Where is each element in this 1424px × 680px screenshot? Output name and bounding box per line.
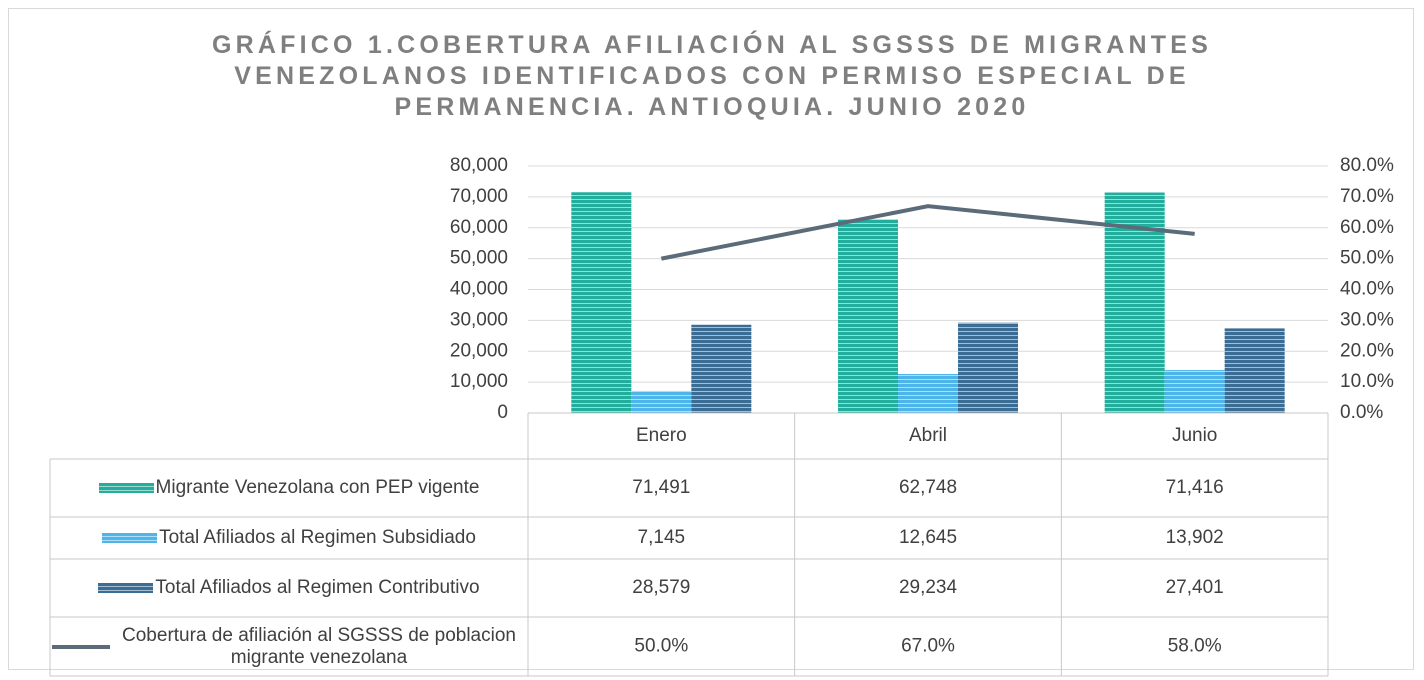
legend-label: Cobertura de afiliación al SGSSS de pobl… [122,624,516,668]
table-value: 71,416 [1166,477,1224,498]
y-tick-label: 70,000 [450,186,508,207]
legend-key [102,533,158,543]
legend-key [98,583,154,593]
legend-label: Total Afiliados al Regimen Contributivo [155,577,480,598]
y2-tick-label: 40.0% [1340,279,1394,300]
y2-tick-label: 70.0% [1340,186,1394,207]
bar [838,219,898,413]
x-tick-label: Junio [1172,425,1217,446]
line-series [660,204,1195,261]
bar [631,390,692,413]
legend-entry: Migrante Venezolana con PEP vigente [50,459,528,517]
legend-label: Migrante Venezolana con PEP vigente [155,477,480,498]
x-tick-label: Abril [909,425,947,446]
table-value: 28,579 [632,577,690,598]
table-value: 71,491 [632,477,690,498]
chart-title: GRÁFICO 1.COBERTURA AFILIACIÓN AL SGSSS … [212,31,1212,121]
y-tick-label: 80,000 [450,155,508,176]
y2-tick-label: 30.0% [1340,309,1394,330]
table-value: 67.0% [901,636,955,657]
table-value: 29,234 [899,577,958,598]
bar [898,373,958,413]
bar [1164,370,1225,413]
table-value: 7,145 [638,527,686,548]
y-tick-label: 50,000 [450,248,508,269]
bar [571,192,632,413]
legend-key [98,483,154,493]
legend-key [52,644,110,649]
y2-tick-label: 50.0% [1340,248,1394,269]
y-tick-label: 60,000 [450,217,508,238]
bar [958,322,1018,413]
table-value: 27,401 [1166,577,1224,598]
table-value: 13,902 [1166,527,1224,548]
chart-frame [8,8,1414,670]
legend-label: Total Afiliados al Regimen Subsidiado [159,527,476,548]
legend-entry: Total Afiliados al Regimen Contributivo [50,559,528,617]
y-tick-label: 30,000 [450,309,508,330]
y2-tick-label: 10.0% [1340,371,1394,392]
legend-entry: Cobertura de afiliación al SGSSS de pobl… [50,617,528,676]
y2-tick-label: 80.0% [1340,155,1394,176]
y2-tick-label: 60.0% [1340,217,1394,238]
legend-entry: Total Afiliados al Regimen Subsidiado [50,517,528,559]
bar [1224,328,1285,413]
table-value: 50.0% [634,636,688,657]
y2-tick-label: 0.0% [1340,402,1383,423]
x-tick-label: Enero [636,425,687,446]
y-tick-label: 10,000 [450,371,508,392]
table-value: 12,645 [899,527,957,548]
table-value: 58.0% [1168,636,1222,657]
y-tick-label: 40,000 [450,279,508,300]
y-tick-label: 0 [497,402,508,423]
table-value: 62,748 [899,477,957,498]
y-tick-label: 20,000 [450,340,508,361]
bar [691,324,752,413]
y2-tick-label: 20.0% [1340,340,1394,361]
